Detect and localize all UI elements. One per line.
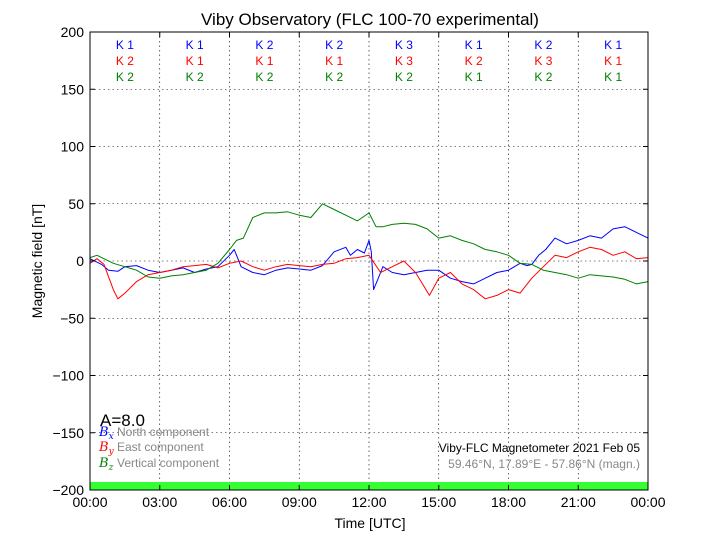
y-tick-label: −50 xyxy=(60,310,84,326)
y-tick-label: 0 xyxy=(76,253,84,269)
k-index-vertical: K 1 xyxy=(604,70,622,84)
instrument-info: Viby-FLC Magnetometer 2021 Feb 05 xyxy=(439,441,641,455)
y-tick-label: 100 xyxy=(61,139,85,155)
grid xyxy=(90,32,648,490)
x-tick-label: 12:00 xyxy=(351,494,386,510)
k-index-vertical: K 2 xyxy=(116,70,134,84)
y-tick-label: −150 xyxy=(52,425,84,441)
k-index-vertical: K 2 xyxy=(325,70,343,84)
k-index-east: K 1 xyxy=(325,54,343,68)
x-tick-label: 06:00 xyxy=(212,494,247,510)
x-tick-label: 15:00 xyxy=(421,494,456,510)
k-index-east: K 2 xyxy=(116,54,134,68)
k-index-vertical: K 2 xyxy=(186,70,204,84)
k-index-north: K 2 xyxy=(255,38,273,52)
series-layer xyxy=(89,203,649,300)
legend-label-vertical: Vertical component xyxy=(117,456,220,470)
legend-item-north: Bx North component xyxy=(98,425,210,442)
k-index-east: K 3 xyxy=(534,54,552,68)
y-tick-label: −200 xyxy=(52,482,84,498)
x-tick-label: 00:00 xyxy=(630,494,665,510)
k-index-vertical: K 2 xyxy=(534,70,552,84)
k-index-north: K 2 xyxy=(325,38,343,52)
k-index-north: K 1 xyxy=(186,38,204,52)
legend-item-east: By East component xyxy=(98,440,204,457)
k-index-north: K 3 xyxy=(395,38,413,52)
legend-label-north: North component xyxy=(117,425,210,439)
k-index-east: K 1 xyxy=(604,54,622,68)
x-tick-label: 09:00 xyxy=(282,494,317,510)
legend-item-vertical: Bz Vertical component xyxy=(98,456,220,473)
legend-symbol-north: Bx xyxy=(98,425,114,442)
legend-symbol-vertical: Bz xyxy=(98,456,114,473)
legend-symbol-east: By xyxy=(98,440,115,457)
k-index-east: K 2 xyxy=(465,54,483,68)
series-line-east xyxy=(89,246,649,300)
k-index-north: K 1 xyxy=(604,38,622,52)
a-index-label: A=8.0 xyxy=(100,411,145,430)
y-axis-label: Magnetic field [nT] xyxy=(29,204,45,318)
k-index-vertical: K 2 xyxy=(395,70,413,84)
x-tick-label: 03:00 xyxy=(142,494,177,510)
y-tick-label: 50 xyxy=(68,196,84,212)
series-line-north xyxy=(89,226,649,291)
k-index-east: K 3 xyxy=(395,54,413,68)
location-info: 59.46°N, 17.89°E - 57.86°N (magn.) xyxy=(448,457,640,471)
k-index-north: K 2 xyxy=(534,38,552,52)
x-axis-label: Time [UTC] xyxy=(334,515,405,531)
legend-label-east: East component xyxy=(117,440,204,454)
k-index-vertical: K 1 xyxy=(465,70,483,84)
y-tick-label: −100 xyxy=(52,368,84,384)
k-index-north: K 1 xyxy=(465,38,483,52)
k-index-north: K 1 xyxy=(116,38,134,52)
k-index-east: K 1 xyxy=(186,54,204,68)
x-tick-label: 00:00 xyxy=(72,494,107,510)
legend: Bx North component By East component Bz … xyxy=(98,425,220,473)
k-index-layer: K 1 K 2 K 2 K 1 K 1 K 2 K 2 K 1 K 2 K 2 K 1 K 2 K 3 K… xyxy=(116,38,623,84)
series-line-vertical xyxy=(89,203,649,285)
k-index-vertical: K 2 xyxy=(255,70,273,84)
plot-frame xyxy=(89,31,649,491)
x-tick-label: 21:00 xyxy=(561,494,596,510)
k-index-east: K 1 xyxy=(255,54,273,68)
y-tick-label: 150 xyxy=(61,81,85,97)
chart-title: Viby Observatory (FLC 100-70 experimenta… xyxy=(201,10,539,29)
y-tick-label: 200 xyxy=(61,24,85,40)
x-tick-label: 18:00 xyxy=(491,494,526,510)
